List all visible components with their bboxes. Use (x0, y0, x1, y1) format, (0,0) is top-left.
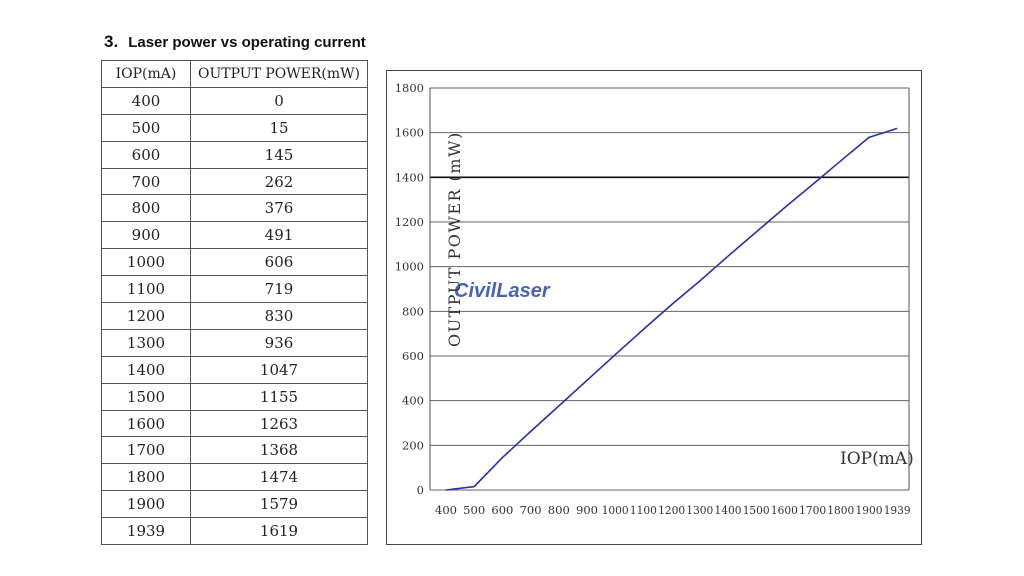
y-tick-label: 0 (417, 483, 424, 497)
cell-output-power: 719 (190, 275, 368, 304)
cell-output-power: 1619 (190, 517, 368, 546)
cell-iop: 1939 (101, 517, 191, 546)
x-tick-label: 700 (520, 503, 542, 517)
x-tick-label: 1800 (827, 503, 854, 517)
chart-frame: 0 200 400 600 800 1000 1200 1400 1600 1800 400 500… (386, 70, 922, 545)
cell-iop: 1500 (101, 382, 191, 411)
x-tick-label: 600 (491, 503, 513, 517)
cell-output-power: 1368 (190, 436, 368, 465)
cell-iop: 1300 (101, 328, 191, 357)
cell-output-power: 1263 (190, 409, 368, 438)
x-tick-label: 400 (435, 503, 457, 517)
x-tick-label: 500 (463, 503, 485, 517)
cell-iop: 1800 (101, 463, 191, 492)
table-row: 1400 1047 (101, 355, 368, 384)
y-tick-label: 1800 (395, 81, 424, 95)
table-row: 1000 606 (101, 248, 368, 277)
cell-output-power: 376 (190, 194, 368, 223)
section-title: Laser power vs operating current (128, 34, 366, 51)
cell-iop: 900 (101, 221, 191, 250)
x-tick-label: 1939 (884, 503, 911, 517)
table-row: 700 262 (101, 167, 368, 196)
table-row: 1800 1474 (101, 463, 368, 492)
cell-iop: 1900 (101, 490, 191, 519)
table-row: 1200 830 (101, 302, 368, 330)
cell-iop: 1600 (101, 409, 191, 438)
x-tick-label: 1100 (630, 503, 657, 517)
cell-output-power: 830 (190, 302, 368, 330)
x-tick-label: 800 (548, 503, 570, 517)
x-tick-label: 1600 (771, 503, 798, 517)
cell-iop: 800 (101, 194, 191, 223)
cell-output-power: 1579 (190, 490, 368, 519)
x-tick-label: 1900 (856, 503, 883, 517)
y-tick-label: 800 (402, 304, 424, 318)
x-axis-tick-labels: 400 500 600 700 800 900 1000 1100 1200 1300 1400 15… (435, 503, 911, 517)
y-tick-label: 1000 (395, 260, 424, 274)
civillaser-watermark: CivilLaser (454, 280, 551, 302)
cell-iop: 1700 (101, 436, 191, 465)
x-axis-label: IOP(mA) (840, 449, 914, 469)
cell-output-power: 15 (190, 113, 368, 142)
table-row: 1500 1155 (101, 382, 368, 411)
chart-gridlines (430, 87, 909, 491)
table-row: 600 145 (101, 140, 368, 169)
power-data-table: IOP(mA) OUTPUT POWER(mW) 400 0 500 15 600 145… (101, 60, 368, 546)
y-tick-label: 400 (402, 394, 424, 408)
cell-iop: 1000 (101, 248, 191, 277)
table-header-row: IOP(mA) OUTPUT POWER(mW) (101, 60, 368, 88)
x-tick-label: 1300 (686, 503, 713, 517)
cell-output-power: 262 (190, 167, 368, 196)
cell-output-power: 1155 (190, 382, 368, 411)
x-tick-label: 1000 (602, 503, 629, 517)
table-row: 900 491 (101, 221, 368, 250)
y-tick-label: 600 (402, 349, 424, 363)
y-axis-tick-labels: 0 200 400 600 800 1000 1200 1400 1600 1800 (395, 81, 424, 497)
table-row: 1600 1263 (101, 409, 368, 438)
cell-iop: 500 (101, 113, 191, 142)
x-tick-label: 1700 (799, 503, 826, 517)
table-row: 1700 1368 (101, 436, 368, 465)
power-vs-current-chart: 0 200 400 600 800 1000 1200 1400 1600 1800 400 500… (395, 81, 914, 517)
cell-output-power: 1474 (190, 463, 368, 492)
cell-iop: 700 (101, 167, 191, 196)
x-tick-label: 900 (576, 503, 598, 517)
cell-output-power: 1047 (190, 355, 368, 384)
cell-output-power: 0 (190, 86, 368, 115)
cell-iop: 400 (101, 86, 191, 115)
column-header-iop: IOP(mA) (101, 60, 191, 88)
y-axis-label: OUTPUT POWER (mW) (445, 131, 464, 347)
cell-output-power: 936 (190, 328, 368, 357)
x-tick-label: 1500 (743, 503, 770, 517)
column-header-output-power: OUTPUT POWER(mW) (190, 60, 368, 88)
section-number: 3. (104, 32, 119, 51)
table-row: 1900 1579 (101, 490, 368, 519)
cell-output-power: 491 (190, 221, 368, 250)
cell-iop: 600 (101, 140, 191, 169)
table-row: 500 15 (101, 113, 368, 142)
table-row: 400 0 (101, 86, 368, 115)
section-heading: 3. Laser power vs operating current (104, 32, 366, 52)
table-row: 1939 1619 (101, 517, 368, 546)
y-tick-label: 1400 (395, 170, 424, 184)
cell-output-power: 145 (190, 140, 368, 169)
cell-iop: 1200 (101, 302, 191, 330)
table-row: 1100 719 (101, 275, 368, 304)
output-power-series-line (445, 127, 898, 491)
table-row: 1300 936 (101, 328, 368, 357)
cell-iop: 1400 (101, 355, 191, 384)
y-tick-label: 200 (402, 438, 424, 452)
x-tick-label: 1400 (715, 503, 742, 517)
x-tick-label: 1200 (658, 503, 685, 517)
cell-iop: 1100 (101, 275, 191, 304)
y-tick-label: 1200 (395, 215, 424, 229)
table-row: 800 376 (101, 194, 368, 223)
y-tick-label: 1600 (395, 126, 424, 140)
cell-output-power: 606 (190, 248, 368, 277)
